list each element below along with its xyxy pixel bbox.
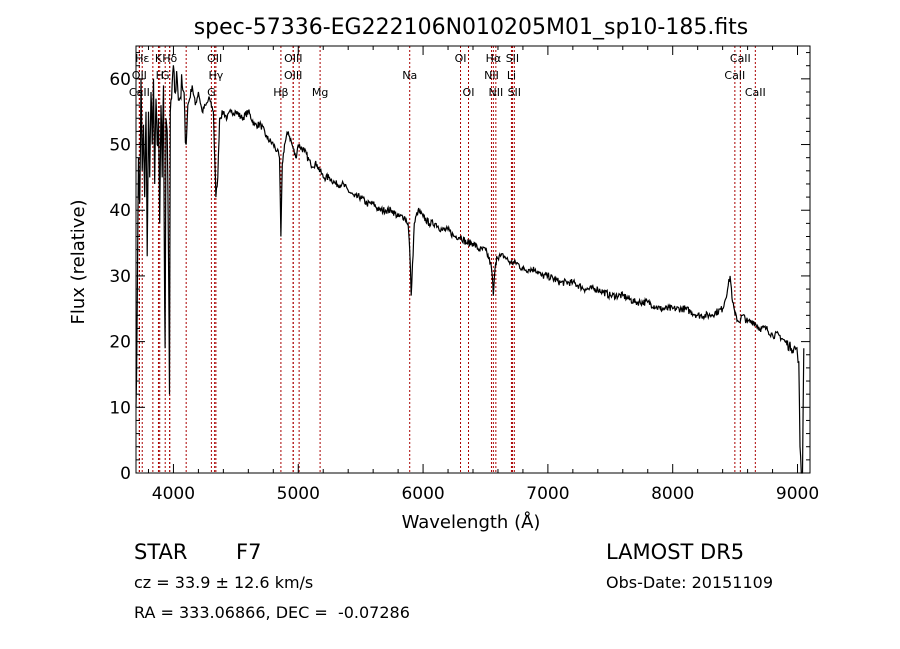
ra-dec-readout: RA = 333.06866, DEC = -0.07286	[134, 603, 410, 622]
x-axis-label: Wavelength (Å)	[402, 511, 541, 533]
y-tick-label-2: 20	[109, 333, 131, 353]
line-label-4: OIII	[284, 52, 302, 65]
line-label-23: NII	[488, 86, 503, 99]
chart-title: spec-57336-EG222106N010205M01_sp10-185.f…	[194, 15, 749, 40]
y-tick-label-4: 40	[109, 201, 131, 221]
line-label-0: Hε	[135, 52, 149, 65]
line-label-6: Hα	[486, 52, 502, 65]
line-label-14: Na	[402, 69, 417, 82]
line-label-3: OII	[207, 52, 222, 65]
survey-name: LAMOST DR5	[606, 540, 745, 564]
x-tick-label-3: 7000	[526, 484, 569, 504]
line-label-18: CaII	[129, 86, 150, 99]
y-axis-ticks: 0 10 20 30 40 50 60	[109, 52, 810, 484]
line-label-2: Hδ	[162, 52, 177, 65]
y-tick-label-1: 10	[109, 398, 131, 418]
x-tick-label-1: 5000	[277, 484, 320, 504]
x-tick-label-5: 9000	[776, 484, 819, 504]
line-label-12: Hγ	[208, 69, 223, 82]
line-label-15: NII	[484, 69, 499, 82]
object-subclass: F7	[236, 540, 262, 564]
line-label-8: CaII	[730, 52, 751, 65]
line-label-25: CaII	[745, 86, 766, 99]
y-tick-label-5: 50	[109, 136, 131, 156]
x-tick-label-0: 4000	[152, 484, 195, 504]
line-label-10: H	[156, 69, 164, 82]
plot-frame	[135, 45, 811, 474]
line-label-22: OI	[463, 86, 475, 99]
y-tick-label-0: 0	[120, 464, 131, 484]
line-label-21: Mg	[312, 86, 328, 99]
line-label-1: K	[155, 52, 163, 65]
line-label-9: OII	[132, 69, 147, 82]
line-label-11: G	[161, 69, 170, 82]
y-axis-label: Flux (relative)	[68, 199, 89, 324]
line-label-7: SII	[506, 52, 519, 65]
line-label-17: CaII	[724, 69, 745, 82]
line-label-13: OIII	[284, 69, 302, 82]
y-tick-label-3: 30	[109, 267, 131, 287]
y-tick-label-6: 60	[109, 70, 131, 90]
line-label-24: SII	[508, 86, 521, 99]
line-label-20: Hβ	[273, 86, 288, 99]
line-label-5: OI	[455, 52, 467, 65]
line-label-19: G	[207, 86, 216, 99]
x-tick-label-4: 8000	[651, 484, 694, 504]
spectrum-line	[135, 65, 805, 474]
obs-date: Obs-Date: 20151109	[606, 573, 774, 592]
line-label-16: Li	[507, 69, 516, 82]
x-axis-ticks: 4000 5000 6000 7000 8000 9000	[147, 46, 819, 504]
redshift-readout: cz = 33.9 ± 12.6 km/s	[134, 573, 314, 592]
object-class: STAR	[134, 540, 188, 564]
x-tick-label-2: 6000	[401, 484, 444, 504]
